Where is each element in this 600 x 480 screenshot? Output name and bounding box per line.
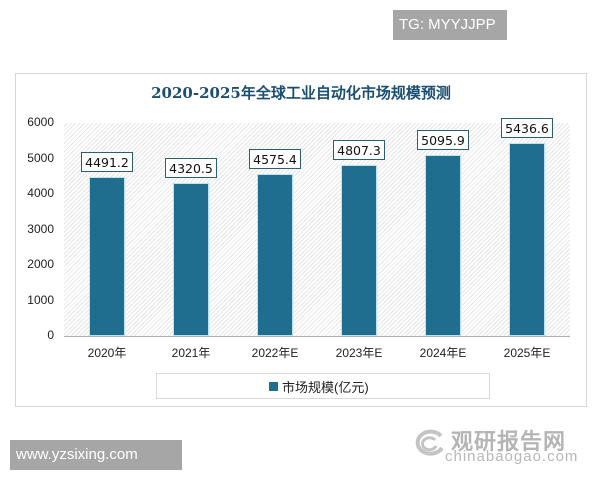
legend-label: 市场规模(亿元): [282, 380, 369, 395]
data-label: 4491.2: [81, 151, 133, 172]
y-tick-label: 6000: [27, 115, 54, 129]
tg-watermark: TG: MYYJJPP: [393, 10, 507, 40]
data-label: 5436.6: [501, 118, 553, 138]
x-tick-label: 2023年E: [335, 346, 383, 360]
bar: [257, 173, 293, 336]
x-tick-label: 2024年E: [419, 346, 467, 360]
brand-en: chinabaogao.com: [445, 448, 579, 465]
y-tick-label: 1000: [27, 292, 54, 307]
x-axis-line: [64, 336, 570, 337]
bar: [341, 165, 377, 336]
x-tick-label: 2025年E: [503, 346, 551, 360]
brand-logo-icon: [415, 429, 444, 456]
y-tick-label: 2000: [27, 257, 54, 271]
url-watermark: www.yzsixing.com: [10, 440, 182, 470]
x-tick-label: 2022年E: [251, 346, 299, 360]
legend: 市场规模(亿元): [156, 373, 490, 399]
chart-title: 2020-2025年全球工业自动化市场规模预测: [151, 84, 451, 102]
y-tick-label: 5000: [27, 150, 54, 165]
data-label: 4575.4: [249, 148, 301, 169]
brand-cn: 观研报告网: [451, 429, 567, 454]
bar: [173, 182, 209, 336]
data-label: 4807.3: [333, 140, 385, 161]
y-tick-label: 0: [47, 328, 54, 342]
bar: [509, 143, 545, 336]
data-label: 4320.5: [165, 157, 217, 178]
x-tick-label: 2020年: [87, 346, 127, 360]
bar: [425, 155, 461, 336]
plot-area: [64, 123, 570, 336]
legend-swatch: [269, 382, 278, 391]
x-tick-label: 2021年: [171, 346, 211, 360]
bar: [89, 176, 125, 336]
y-tick-label: 3000: [27, 221, 54, 236]
data-label: 5095.9: [417, 130, 469, 151]
chart-frame: 2020-2025年全球工业自动化市场规模预测 6000 5000 4000 3000…: [15, 73, 587, 465]
y-tick-label: 4000: [27, 186, 54, 200]
